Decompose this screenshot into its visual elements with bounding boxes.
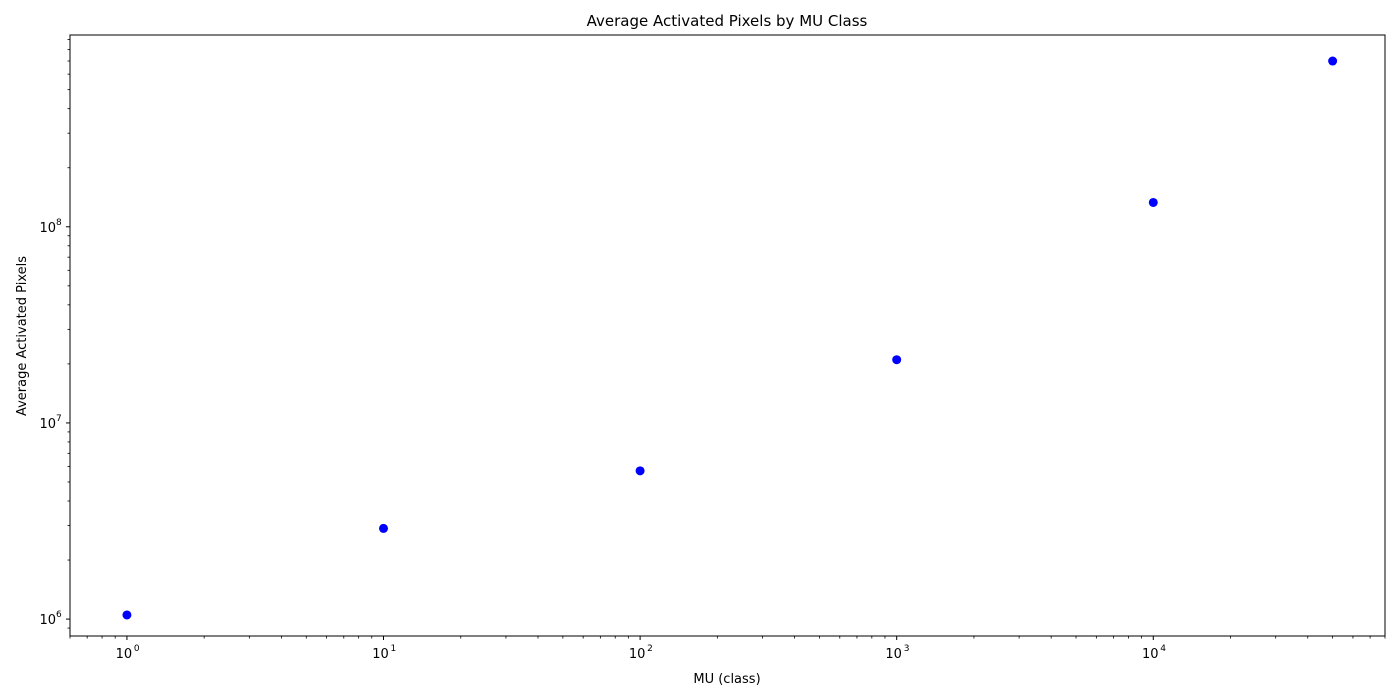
data-points [122,56,1338,620]
y-tick-label: 10 [39,417,56,432]
x-tick-label: 10 [116,647,133,662]
plot-frame [69,34,1386,637]
data-point [635,466,645,476]
data-point [379,523,389,533]
y-tick-label-exponent: 8 [56,218,62,228]
x-tick-label-exponent: 3 [904,644,910,654]
plot-area: 10 0 10 1 10 2 10 3 10 410 610 710 8 [39,34,1386,662]
x-tick-label-exponent: 4 [1160,644,1166,654]
chart-title: Average Activated Pixels by MU Class [587,12,868,30]
x-tick-label: 10 [1142,647,1159,662]
x-tick-label: 10 [885,647,902,662]
data-point [1328,56,1338,66]
data-point [1148,197,1158,207]
x-tick-label-exponent: 1 [391,644,397,654]
y-tick-label: 10 [39,221,56,236]
x-axis-label: MU (class) [693,672,760,687]
x-tick-label: 10 [372,647,389,662]
y-tick-label: 10 [39,613,56,628]
y-tick-label-exponent: 7 [56,414,62,424]
axis-ticks: 10 0 10 1 10 2 10 3 10 410 610 710 8 [39,39,1386,662]
y-tick-label-exponent: 6 [56,610,62,620]
data-point [122,610,132,620]
x-tick-label-exponent: 0 [134,644,140,654]
data-point [892,355,902,365]
y-axis-label: Average Activated Pixels [15,256,30,416]
x-tick-label: 10 [629,647,646,662]
x-tick-label-exponent: 2 [647,644,653,654]
